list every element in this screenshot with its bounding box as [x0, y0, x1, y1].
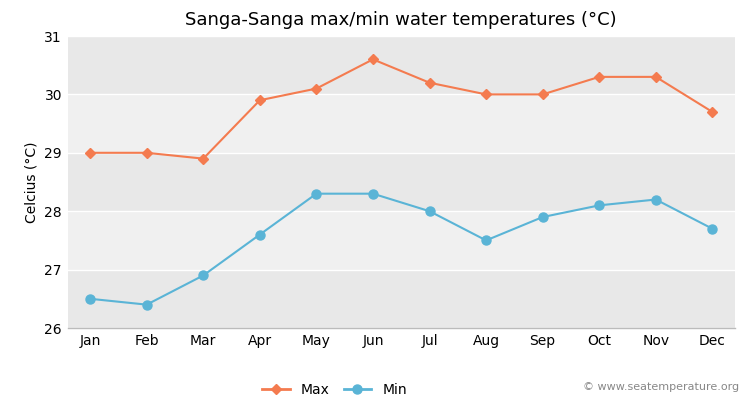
Bar — [68, 270, 735, 328]
Title: Sanga-Sanga max/min water temperatures (°C): Sanga-Sanga max/min water temperatures (… — [185, 11, 617, 29]
Bar — [68, 94, 735, 153]
Bar — [68, 153, 735, 211]
Y-axis label: Celcius (°C): Celcius (°C) — [25, 141, 39, 223]
Legend: Max, Min: Max, Min — [256, 378, 412, 400]
Text: © www.seatemperature.org: © www.seatemperature.org — [583, 382, 739, 392]
Bar — [68, 211, 735, 270]
Bar — [68, 36, 735, 94]
